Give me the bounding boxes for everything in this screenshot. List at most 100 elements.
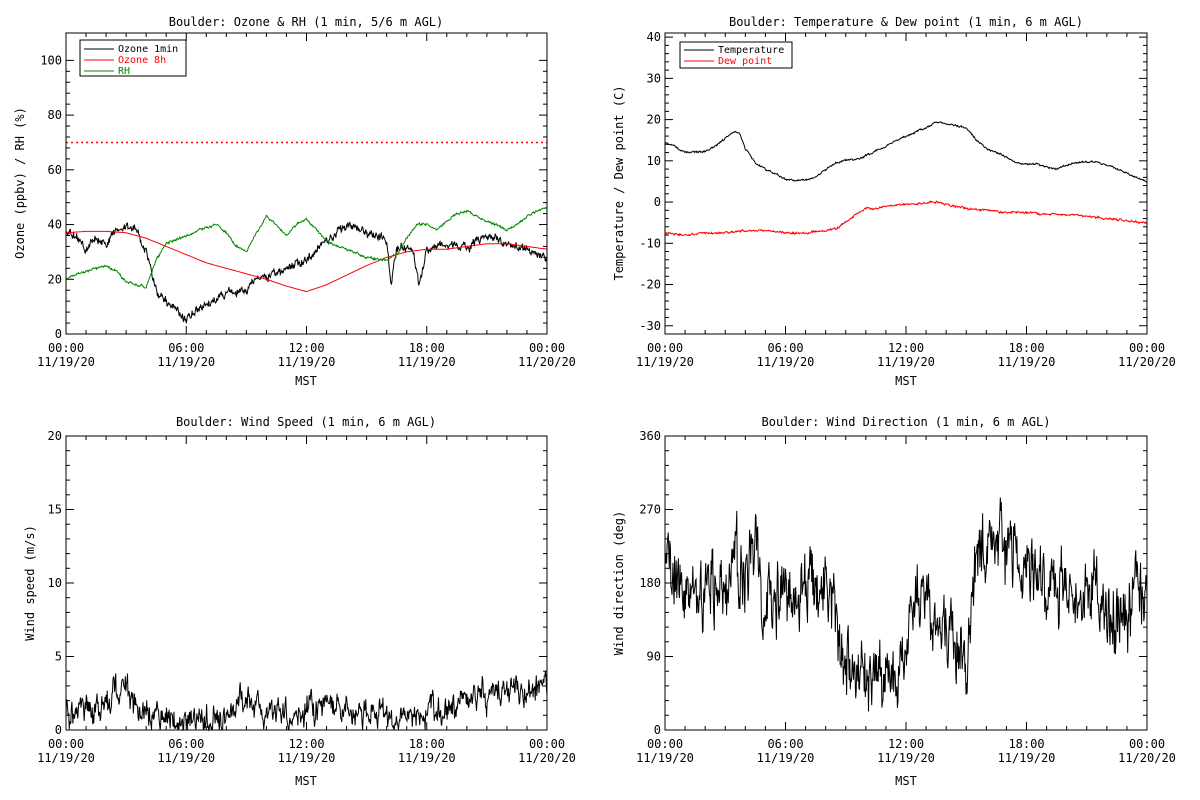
ozone-rh-panel: Boulder: Ozone & RH (1 min, 5/6 m AGL) O…	[13, 15, 576, 388]
ozone-rh-xtick-time-label: 00:00	[529, 341, 565, 355]
wind-speed-ytick-label: 15	[48, 503, 62, 517]
temperature-dewpoint-ytick-label: 30	[647, 71, 661, 85]
temperature-dewpoint-dew-point-line	[664, 200, 1148, 237]
temperature-dewpoint-xtick-time-label: 00:00	[647, 341, 683, 355]
wind-direction-ytick-label: 270	[639, 503, 661, 517]
ozone-8h-legend-label: Ozone 8h	[118, 55, 166, 66]
temperature-dewpoint-ylabel: Temperature / Dew point (C)	[612, 85, 626, 280]
wind-speed-panel: Boulder: Wind Speed (1 min, 6 m AGL) Win…	[23, 415, 576, 788]
wind-speed-ylabel: Wind speed (m/s)	[23, 525, 37, 641]
wind-speed-xtick-time-label: 12:00	[288, 737, 324, 751]
wind-direction-xlabel: MST	[895, 774, 917, 788]
wind-direction-xtick-date-label: 11/19/20	[998, 751, 1056, 765]
wind-speed-series	[65, 670, 548, 732]
ozone-rh-ozone-1min-line	[65, 220, 548, 324]
dewpoint-legend-label: Dew point	[718, 56, 772, 67]
ozone-rh-ozone-8h-line	[65, 230, 548, 293]
wind-speed-xtick-date-label: 11/19/20	[398, 751, 456, 765]
ozone-rh-ytick-label: 100	[40, 53, 62, 67]
rh-legend-label: RH	[118, 66, 130, 77]
wind-speed-title: Boulder: Wind Speed (1 min, 6 m AGL)	[176, 415, 436, 429]
wind-direction-xtick-time-label: 00:00	[1129, 737, 1165, 751]
temperature-dewpoint-xtick-date-label: 11/19/20	[877, 355, 935, 369]
temperature-dewpoint-legend-box	[679, 41, 793, 69]
temperature-dewpoint-title: Boulder: Temperature & Dew point (1 min,…	[729, 15, 1083, 29]
wind-direction-series	[664, 497, 1148, 712]
temperature-dewpoint-xtick-time-label: 00:00	[1129, 341, 1165, 355]
wind-speed-xlabel: MST	[295, 774, 317, 788]
ozone-rh-xtick-date-label: 11/19/20	[157, 355, 215, 369]
wind-speed-xtick-date-label: 11/19/20	[157, 751, 215, 765]
wind-direction-title: Boulder: Wind Direction (1 min, 6 m AGL)	[762, 415, 1051, 429]
temperature-dewpoint-ytick-label: 40	[647, 30, 661, 44]
wind-direction-ytick-label: 360	[639, 429, 661, 443]
ozone-rh-xtick-date-label: 11/19/20	[398, 355, 456, 369]
wind-direction-ytick-label: 180	[639, 576, 661, 590]
wind-direction-xtick-time-label: 12:00	[888, 737, 924, 751]
wind-speed-xtick-time-label: 06:00	[168, 737, 204, 751]
temperature-dewpoint-xtick-time-label: 18:00	[1008, 341, 1044, 355]
ozone-rh-xtick-time-label: 06:00	[168, 341, 204, 355]
wind-speed-series-line	[65, 670, 548, 732]
ozone-rh-ytick-label: 40	[48, 218, 62, 232]
wind-speed-ytick-label: 20	[48, 429, 62, 443]
wind-direction-panel: Boulder: Wind Direction (1 min, 6 m AGL)…	[612, 415, 1176, 788]
wind-speed-xtick-date-label: 11/19/20	[37, 751, 95, 765]
temperature-dewpoint-legend: Temperature Dew point	[679, 41, 793, 69]
ozone-rh-xtick-time-label: 18:00	[409, 341, 445, 355]
wind-speed-ytick-label: 10	[48, 576, 62, 590]
ozone-rh-xtick-time-label: 00:00	[48, 341, 84, 355]
temperature-dewpoint-xtick-time-label: 06:00	[767, 341, 803, 355]
wind-direction-series-line	[664, 497, 1148, 712]
wind-direction-xtick-time-label: 06:00	[767, 737, 803, 751]
ozone-rh-xtick-date-label: 11/19/20	[278, 355, 336, 369]
wind-direction-frame	[664, 435, 1148, 731]
temperature-legend-label: Temperature	[718, 45, 784, 56]
ozone-rh-ytick-label: 80	[48, 108, 62, 122]
wind-direction-xtick-time-label: 18:00	[1008, 737, 1044, 751]
wind-speed-ytick-label: 5	[55, 650, 62, 664]
wind-speed-xtick-time-label: 18:00	[409, 737, 445, 751]
wind-speed-xtick-date-label: 11/20/20	[518, 751, 576, 765]
ozone-rh-legend-box	[79, 39, 187, 77]
wind-speed-ytick-label: 0	[55, 723, 62, 737]
temperature-dewpoint-xtick-time-label: 12:00	[888, 341, 924, 355]
wind-speed-xtick-date-label: 11/19/20	[278, 751, 336, 765]
ozone-rh-ylabel: Ozone (ppbv) / RH (%)	[13, 107, 27, 259]
ozone-rh-ytick-label: 0	[55, 327, 62, 341]
wind-speed-xtick-time-label: 00:00	[529, 737, 565, 751]
wind-direction-axes: 00:0011/19/2006:0011/19/2012:0011/19/201…	[636, 429, 1176, 765]
temperature-dewpoint-ytick-label: 0	[654, 195, 661, 209]
temperature-dewpoint-ytick-label: -20	[639, 278, 661, 292]
wind-direction-ytick-label: 0	[654, 723, 661, 737]
temperature-dewpoint-xtick-date-label: 11/19/20	[757, 355, 815, 369]
temperature-dewpoint-ytick-label: 20	[647, 113, 661, 127]
ozone-rh-title: Boulder: Ozone & RH (1 min, 5/6 m AGL)	[169, 15, 444, 29]
ozone-rh-xtick-date-label: 11/20/20	[518, 355, 576, 369]
ozone-rh-ytick-label: 20	[48, 272, 62, 286]
wind-direction-ylabel: Wind direction (deg)	[612, 511, 626, 656]
ozone-rh-xtick-time-label: 12:00	[288, 341, 324, 355]
temperature-dewpoint-xtick-date-label: 11/19/20	[998, 355, 1056, 369]
ozone-rh-ytick-label: 60	[48, 163, 62, 177]
wind-direction-xtick-time-label: 00:00	[647, 737, 683, 751]
wind-direction-ytick-label: 90	[647, 650, 661, 664]
temperature-dewpoint-panel: Boulder: Temperature & Dew point (1 min,…	[612, 15, 1176, 388]
wind-direction-xtick-date-label: 11/20/20	[1118, 751, 1176, 765]
wind-speed-xtick-time-label: 00:00	[48, 737, 84, 751]
wind-speed-axes: 00:0011/19/2006:0011/19/2012:0011/19/201…	[37, 429, 576, 765]
temperature-dewpoint-xtick-date-label: 11/20/20	[1118, 355, 1176, 369]
ozone-rh-rh-line	[65, 206, 548, 289]
temperature-dewpoint-ytick-label: -10	[639, 236, 661, 250]
wind-direction-xtick-date-label: 11/19/20	[757, 751, 815, 765]
temperature-dewpoint-temperature-line	[664, 121, 1148, 183]
temperature-dewpoint-ytick-label: 10	[647, 154, 661, 168]
temperature-dewpoint-xlabel: MST	[895, 374, 917, 388]
temperature-dewpoint-axes: 00:0011/19/2006:0011/19/2012:0011/19/201…	[636, 30, 1176, 369]
wind-direction-xtick-date-label: 11/19/20	[877, 751, 935, 765]
ozone-rh-frame	[65, 32, 548, 335]
temperature-dewpoint-frame	[664, 32, 1148, 335]
temperature-dewpoint-xtick-date-label: 11/19/20	[636, 355, 694, 369]
